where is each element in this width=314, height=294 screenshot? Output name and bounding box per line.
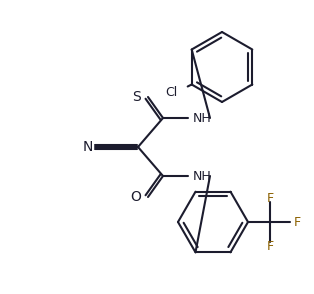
Text: NH: NH	[192, 170, 211, 183]
Text: F: F	[267, 191, 273, 205]
Text: F: F	[267, 240, 273, 253]
Text: F: F	[294, 216, 300, 228]
Text: N: N	[83, 140, 93, 154]
Text: O: O	[131, 190, 141, 204]
Text: Cl: Cl	[165, 86, 178, 99]
Text: NH: NH	[192, 111, 211, 124]
Text: S: S	[132, 90, 140, 104]
